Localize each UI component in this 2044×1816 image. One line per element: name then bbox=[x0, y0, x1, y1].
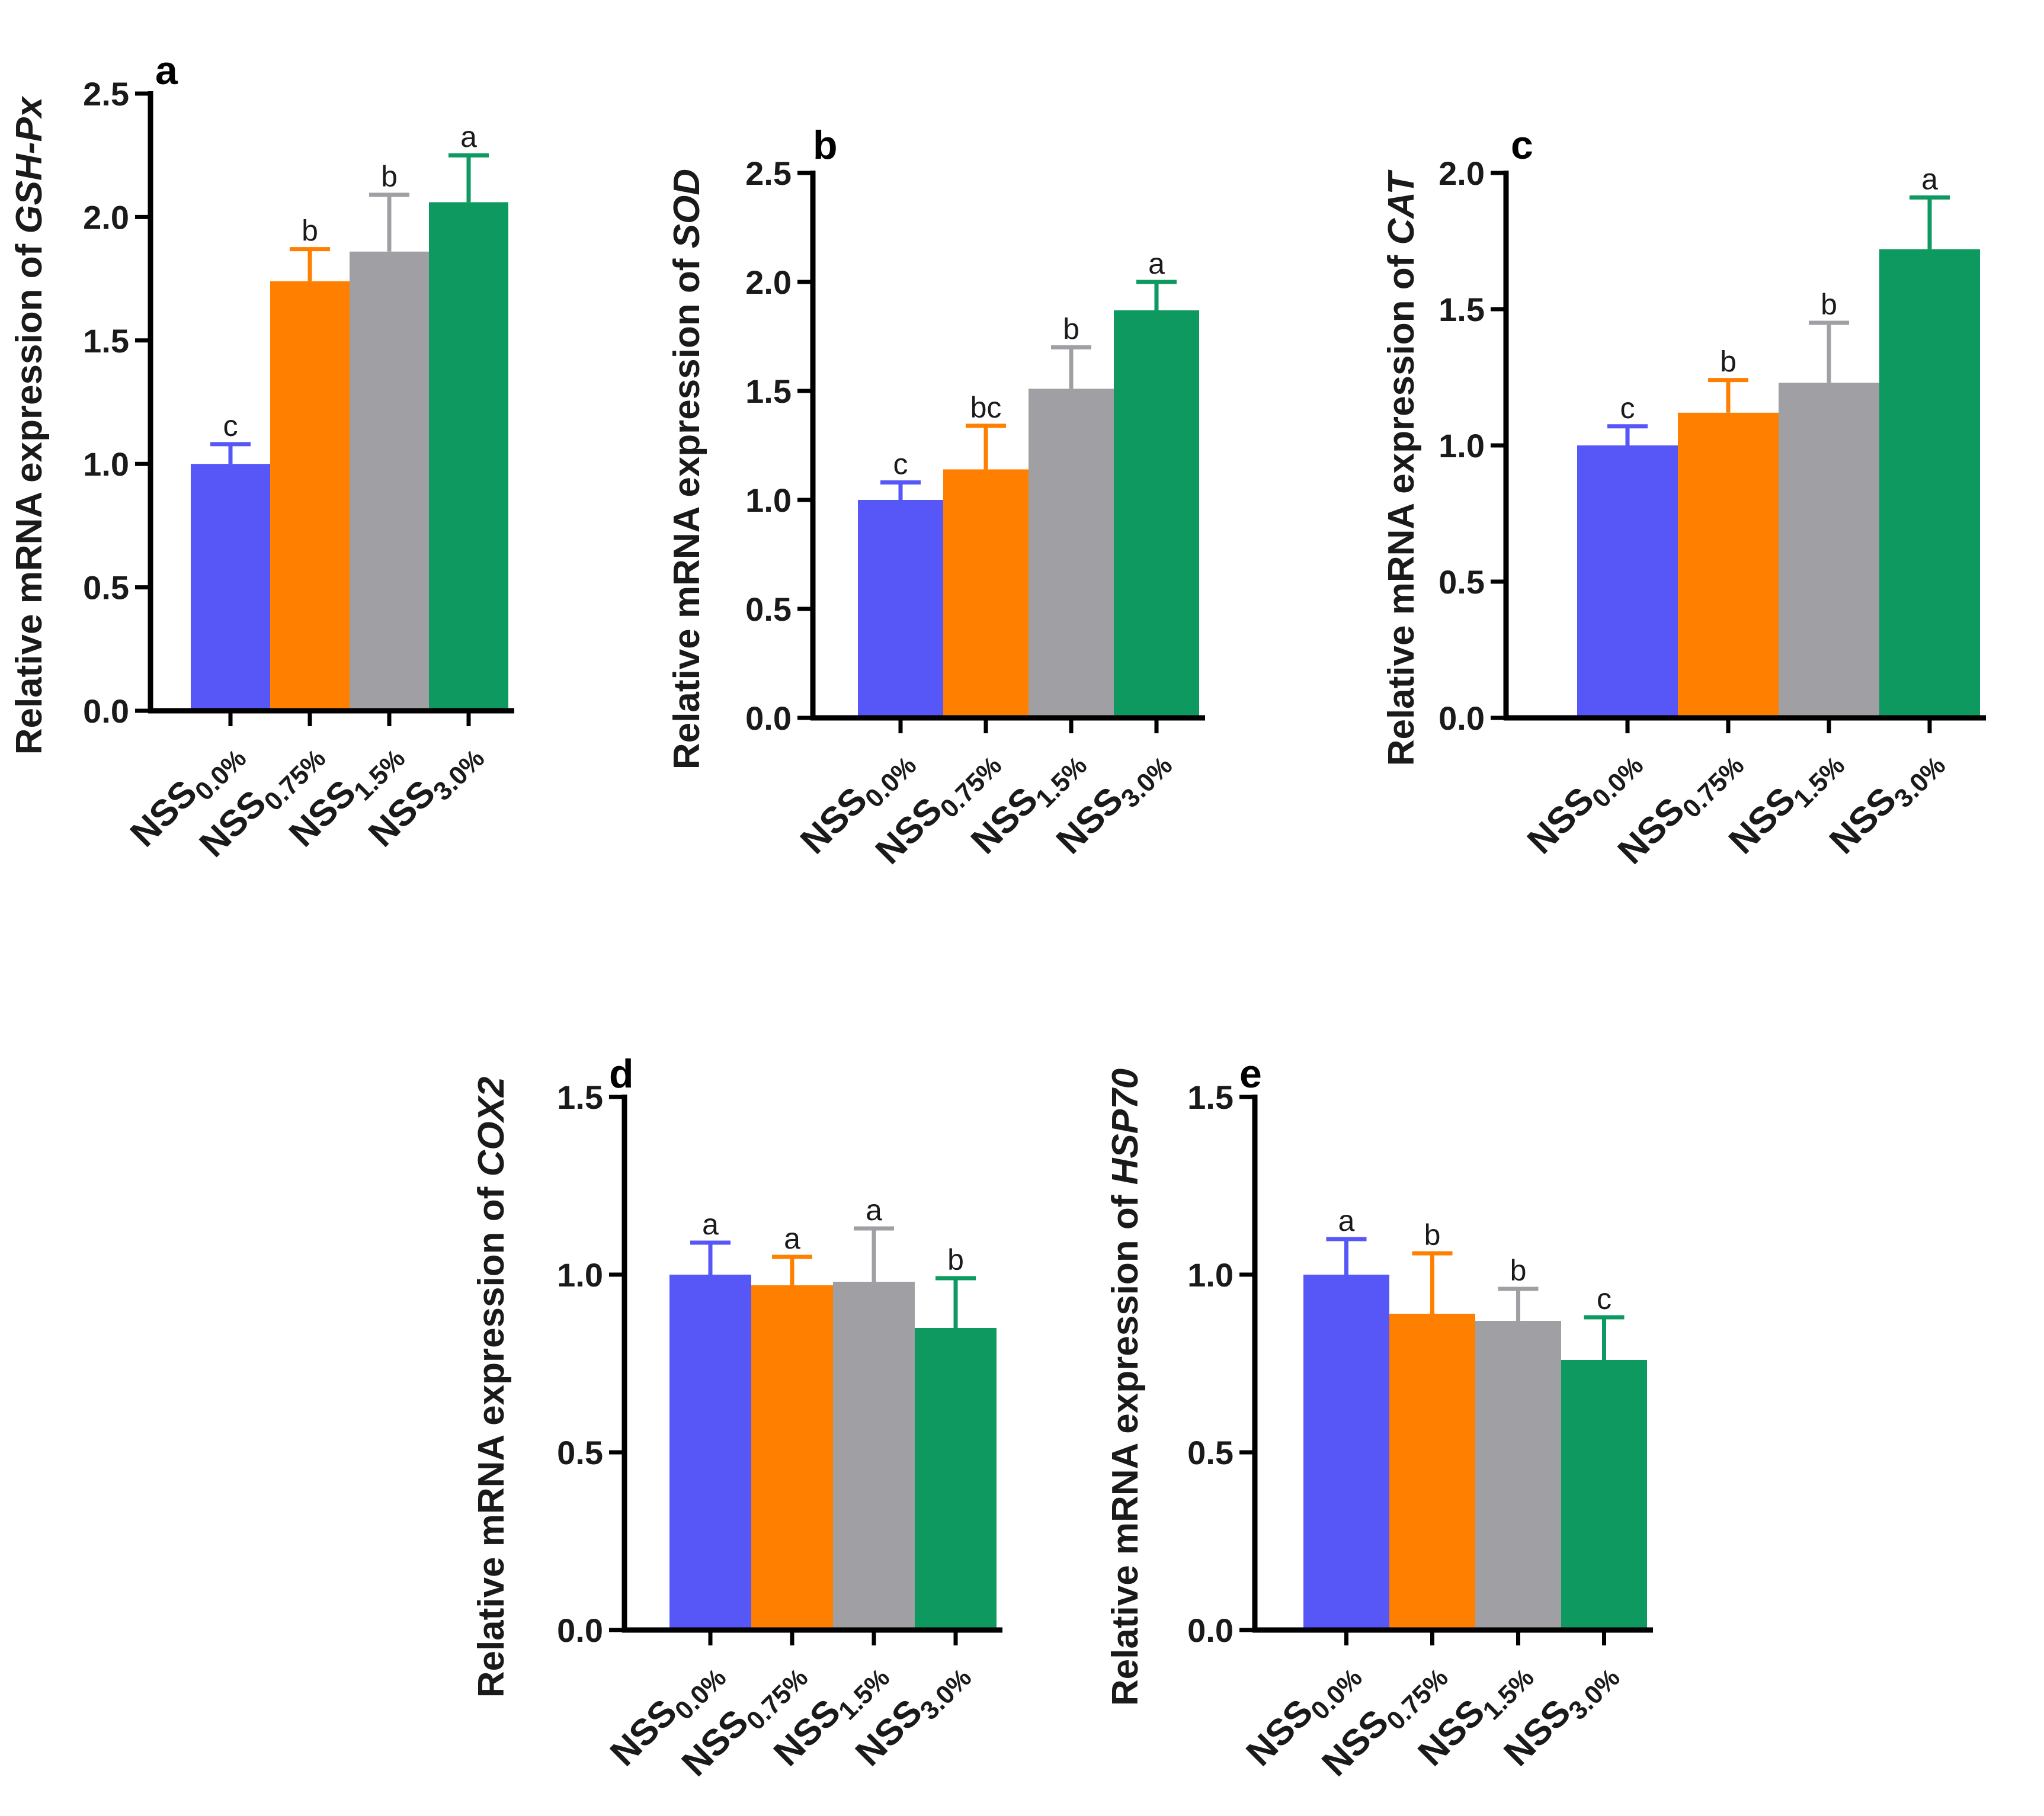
y-tick-label-c-1: 0.5 bbox=[1439, 563, 1485, 601]
y-axis-label-text: Relative mRNA expression of bbox=[667, 248, 707, 769]
chart-panel-b: cbcba0.00.51.01.52.02.5NSS0.0%NSS0.75%NS… bbox=[667, 123, 1205, 872]
y-tick-label-d-3: 1.5 bbox=[557, 1079, 603, 1116]
significance-letter-c-3: a bbox=[1921, 162, 1938, 195]
bar-c-3 bbox=[1879, 249, 1980, 718]
category-label-d-3: NSS3.0% bbox=[848, 1650, 977, 1779]
bar-b-1 bbox=[943, 469, 1029, 718]
bar-e-3 bbox=[1561, 1360, 1647, 1630]
bar-a-3 bbox=[429, 202, 508, 711]
y-tick-label-b-4: 2.0 bbox=[745, 264, 792, 301]
significance-letter-b-2: b bbox=[1063, 312, 1079, 345]
y-tick-label-b-1: 0.5 bbox=[745, 591, 792, 628]
panel-letter-e: e bbox=[1239, 1051, 1262, 1096]
significance-letter-b-0: c bbox=[893, 448, 908, 481]
panel-letter-a: a bbox=[155, 48, 178, 93]
bar-d-0 bbox=[669, 1275, 751, 1630]
bar-d-1 bbox=[751, 1285, 833, 1630]
significance-letter-e-0: a bbox=[1338, 1204, 1355, 1237]
category-label-c-2: NSS1.5% bbox=[1721, 737, 1850, 867]
significance-letter-d-0: a bbox=[702, 1208, 719, 1241]
y-axis-label-c: Relative mRNA expression of CAT bbox=[1381, 169, 1422, 766]
significance-letter-a-0: c bbox=[223, 409, 238, 442]
y-tick-label-a-1: 0.5 bbox=[83, 569, 129, 607]
significance-letter-e-2: b bbox=[1510, 1254, 1527, 1287]
bar-b-2 bbox=[1029, 389, 1114, 718]
panel-letter-d: d bbox=[609, 1051, 634, 1096]
y-tick-label-a-4: 2.0 bbox=[83, 198, 129, 236]
significance-letter-c-0: c bbox=[1620, 392, 1635, 425]
bar-c-0 bbox=[1577, 445, 1678, 718]
bar-c-2 bbox=[1779, 383, 1879, 718]
bar-a-1 bbox=[270, 281, 350, 711]
bar-e-2 bbox=[1475, 1321, 1561, 1630]
y-tick-label-a-2: 1.0 bbox=[83, 445, 129, 483]
y-tick-label-c-0: 0.0 bbox=[1439, 700, 1485, 737]
y-tick-label-a-3: 1.5 bbox=[83, 322, 129, 360]
significance-letter-b-1: bc bbox=[970, 391, 1002, 424]
significance-letter-d-3: b bbox=[947, 1243, 964, 1276]
category-label-a-3: NSS3.0% bbox=[361, 730, 490, 859]
y-tick-label-c-2: 1.0 bbox=[1439, 427, 1485, 464]
y-axis-label-gene: GSH-Px bbox=[9, 95, 50, 233]
significance-letter-e-3: c bbox=[1597, 1282, 1612, 1316]
bar-e-1 bbox=[1389, 1314, 1475, 1630]
y-axis-label-gene: COX2 bbox=[471, 1077, 512, 1177]
chart-panel-d: a aab0.00.51.01.5NSS0.0%NSS0.75%NSS1.5%NS… bbox=[471, 1051, 1002, 1784]
category-label-c-3: NSS3.0% bbox=[1822, 737, 1951, 867]
y-tick-label-a-5: 2.5 bbox=[83, 75, 129, 113]
y-tick-label-e-1: 0.5 bbox=[1187, 1434, 1234, 1471]
y-tick-label-e-3: 1.5 bbox=[1187, 1079, 1234, 1116]
bar-c-1 bbox=[1678, 412, 1779, 718]
y-tick-label-c-3: 1.5 bbox=[1439, 291, 1485, 328]
chart-panel-a: cbba0.00.51.01.52.02.5NSS0.0%NSS0.75%NSS… bbox=[9, 48, 514, 865]
y-axis-label-gene: CAT bbox=[1381, 169, 1422, 245]
y-tick-label-d-1: 0.5 bbox=[557, 1434, 603, 1471]
y-axis-label-text: Relative mRNA expression of bbox=[1105, 1185, 1146, 1706]
significance-letter-e-1: b bbox=[1424, 1218, 1441, 1252]
y-tick-label-c-4: 2.0 bbox=[1439, 155, 1485, 192]
bar-b-0 bbox=[858, 500, 943, 718]
panel-letter-b: b bbox=[813, 123, 838, 168]
significance-letter-b-3: a bbox=[1148, 247, 1165, 280]
bar-a-0 bbox=[191, 464, 270, 711]
significance-letter-a-3: a bbox=[460, 120, 477, 153]
panel-letter-c: c bbox=[1511, 123, 1533, 168]
significance-letter-d-1: a bbox=[784, 1222, 800, 1255]
y-axis-label-e: Relative mRNA expression of HSP70 bbox=[1105, 1069, 1146, 1706]
y-axis-label-text: Relative mRNA expression of bbox=[471, 1177, 512, 1698]
category-sub: 0.75% bbox=[1677, 751, 1750, 824]
y-tick-label-d-0: 0.0 bbox=[557, 1612, 603, 1649]
significance-letter-c-2: b bbox=[1821, 288, 1837, 321]
y-tick-label-b-3: 1.5 bbox=[745, 373, 792, 410]
bar-a-2 bbox=[350, 251, 429, 711]
bar-e-0 bbox=[1303, 1275, 1389, 1630]
bar-d-2 bbox=[833, 1282, 915, 1630]
chart-panel-e: a bbc0.00.51.01.5NSS0.0%NSS0.75%NSS1.5%NS… bbox=[1105, 1051, 1653, 1784]
bar-d-3 bbox=[915, 1328, 997, 1630]
y-tick-label-b-5: 2.5 bbox=[745, 155, 792, 192]
y-tick-label-a-0: 0.0 bbox=[83, 692, 129, 730]
y-axis-label-gene: HSP70 bbox=[1105, 1069, 1146, 1185]
significance-letter-a-2: b bbox=[381, 160, 398, 193]
y-axis-label-a: Relative mRNA expression of GSH-Px bbox=[9, 95, 50, 755]
y-axis-label-text: Relative mRNA expression of bbox=[9, 234, 50, 755]
chart-panel-c: cbba0.00.51.01.52.0NSS0.0%NSS0.75%NSS1.5… bbox=[1381, 123, 1986, 872]
y-axis-label-d: Relative mRNA expression of COX2 bbox=[471, 1077, 512, 1698]
y-tick-label-d-2: 1.0 bbox=[557, 1256, 603, 1294]
significance-letter-a-1: b bbox=[302, 214, 318, 248]
y-tick-label-b-0: 0.0 bbox=[745, 700, 792, 737]
bar-b-3 bbox=[1114, 310, 1199, 718]
y-tick-label-e-0: 0.0 bbox=[1187, 1612, 1234, 1649]
y-axis-label-gene: SOD bbox=[667, 169, 707, 248]
significance-letter-c-1: b bbox=[1720, 345, 1737, 378]
y-axis-label-b: Relative mRNA expression of SOD bbox=[667, 169, 707, 769]
y-tick-label-e-2: 1.0 bbox=[1187, 1256, 1234, 1294]
y-tick-label-b-2: 1.0 bbox=[745, 482, 792, 519]
y-axis-label-text: Relative mRNA expression of bbox=[1381, 245, 1422, 766]
significance-letter-d-2: a bbox=[866, 1193, 882, 1227]
